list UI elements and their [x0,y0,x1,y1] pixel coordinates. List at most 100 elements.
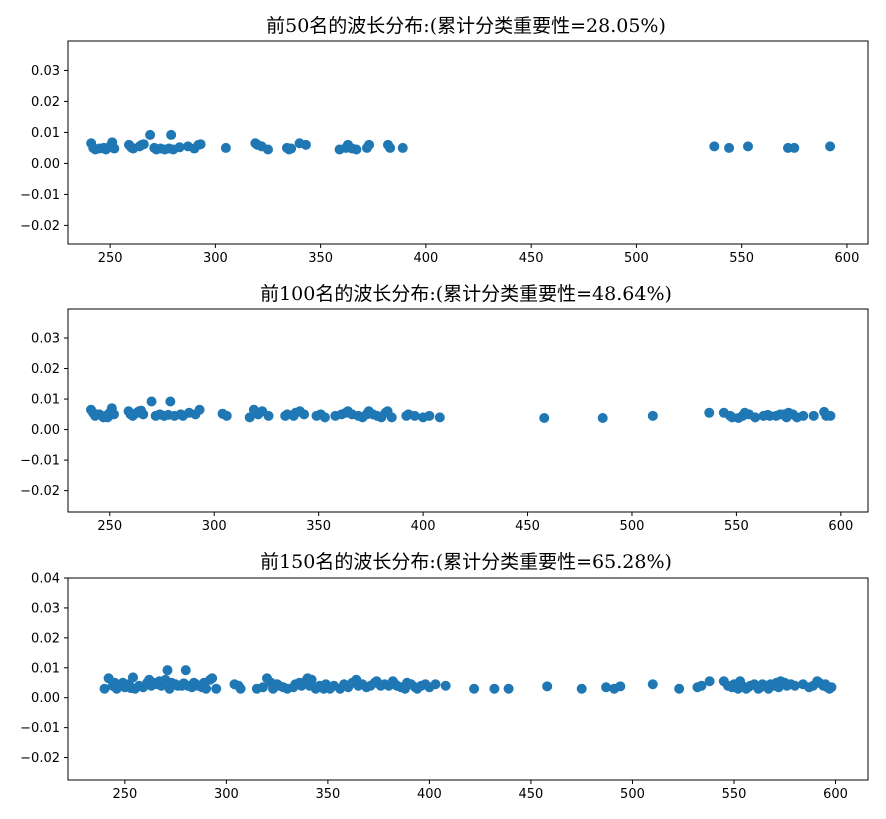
scatter-point [539,412,550,423]
plot-frame [67,40,869,245]
scatter-point [789,142,800,153]
x-tick-label: 250 [112,787,137,802]
x-axis-ticks: 250 300 350 400 450 500 550 600 [112,780,848,802]
scatter-point [709,141,720,152]
scatter-point [424,410,435,421]
y-tick-label: −0.01 [20,721,60,736]
scatter-point [409,410,420,421]
scatter-point [576,683,587,694]
chart-title-top-50: 前50名的波长分布:(累计分类重要性=28.05%) [266,15,666,37]
scatter-point [127,672,138,683]
y-axis-ticks: 0.04 0.03 0.02 0.01 0.00 −0.01 −0.02 [20,572,68,766]
scatter-point [244,412,255,423]
x-tick-label: 600 [835,251,860,266]
y-tick-label: 0.03 [31,601,60,616]
scatter-point [750,412,761,423]
scatter-point [211,683,222,694]
x-tick-label: 500 [624,251,649,266]
x-tick-label: 450 [519,251,544,266]
scatter-point [286,143,297,154]
x-tick-label: 300 [214,787,239,802]
scatter-point [743,141,753,152]
scatter-point [138,409,149,420]
scatter-point [306,674,317,685]
y-tick-label: 0.02 [31,362,60,377]
scatter-point [542,681,553,692]
y-tick-label: 0.03 [31,332,60,347]
scatter-point [207,673,218,684]
y-axis-ticks: 0.03 0.02 0.01 0.00 −0.01 −0.02 [20,332,68,499]
x-axis-ticks: 250 300 350 400 450 500 550 600 [97,512,853,534]
x-tick-label: 400 [413,251,438,266]
y-tick-label: 0.02 [31,631,60,646]
scatter-points [85,396,836,423]
scatter-point [798,410,809,421]
x-tick-label: 250 [97,519,122,534]
x-tick-label: 300 [202,519,227,534]
scatter-point [674,683,685,694]
scatter-point [397,142,408,153]
plot-frame [67,577,869,781]
x-tick-label: 500 [620,787,645,802]
x-tick-label: 300 [203,251,228,266]
scatter-point [647,679,658,690]
chart-title-top-100: 前100名的波长分布:(累计分类重要性=48.64%) [260,283,672,305]
scatter-points [86,129,836,155]
scatter-point [263,144,273,155]
x-tick-label: 350 [308,251,333,266]
x-tick-label: 600 [823,787,848,802]
scatter-point [194,404,205,415]
scatter-point [704,407,715,418]
y-tick-label: 0.00 [31,691,60,706]
scatter-point [263,410,274,421]
scatter-point [99,683,110,694]
y-tick-label: 0.03 [31,64,60,79]
x-tick-label: 550 [729,251,754,266]
subplot-top-100: 前100名的波长分布:(累计分类重要性=48.64%) 250 300 350 400… [20,283,869,534]
scatter-point [430,679,441,690]
y-tick-label: 0.01 [31,126,60,141]
y-tick-label: 0.01 [31,393,60,408]
scatter-point [789,680,800,691]
x-tick-label: 550 [722,787,747,802]
scatter-point [601,682,612,693]
scatter-point [300,139,311,150]
scatter-point [825,410,836,421]
scatter-point [808,410,819,421]
y-tick-label: 0.02 [31,95,60,110]
scatter-point [647,410,658,421]
scatter-point [174,142,185,153]
scatter-point [146,396,157,407]
scatter-point [109,143,120,154]
x-tick-label: 600 [828,519,853,534]
plot-frame [67,308,869,513]
scatter-point [826,682,837,693]
chart-title-top-150: 前150名的波长分布:(累计分类重要性=65.28%) [260,551,672,573]
y-tick-label: 0.00 [31,423,60,438]
x-tick-label: 450 [519,787,544,802]
subplot-top-50: 前50名的波长分布:(累计分类重要性=28.05%) 250 300 350 400 4… [20,15,869,266]
scatter-point [385,142,396,153]
scatter-point [440,680,451,691]
scatter-points [99,665,837,694]
y-tick-label: −0.02 [20,484,60,499]
scatter-point [138,139,149,150]
x-tick-label: 250 [98,251,123,266]
scatter-point [696,680,707,691]
scatter-point [469,683,480,694]
scatter-point [145,129,156,140]
scatter-point [386,412,397,423]
scatter-point [201,683,212,694]
y-tick-label: 0.00 [31,157,60,172]
scatter-point [351,144,362,155]
scatter-point [257,682,268,693]
y-tick-label: 0.01 [31,661,60,676]
x-tick-label: 500 [620,519,645,534]
x-tick-label: 350 [315,787,340,802]
x-tick-label: 450 [515,519,540,534]
scatter-point [434,412,445,423]
scatter-point [221,410,232,421]
scatter-point [299,409,310,420]
scatter-point [195,139,206,150]
